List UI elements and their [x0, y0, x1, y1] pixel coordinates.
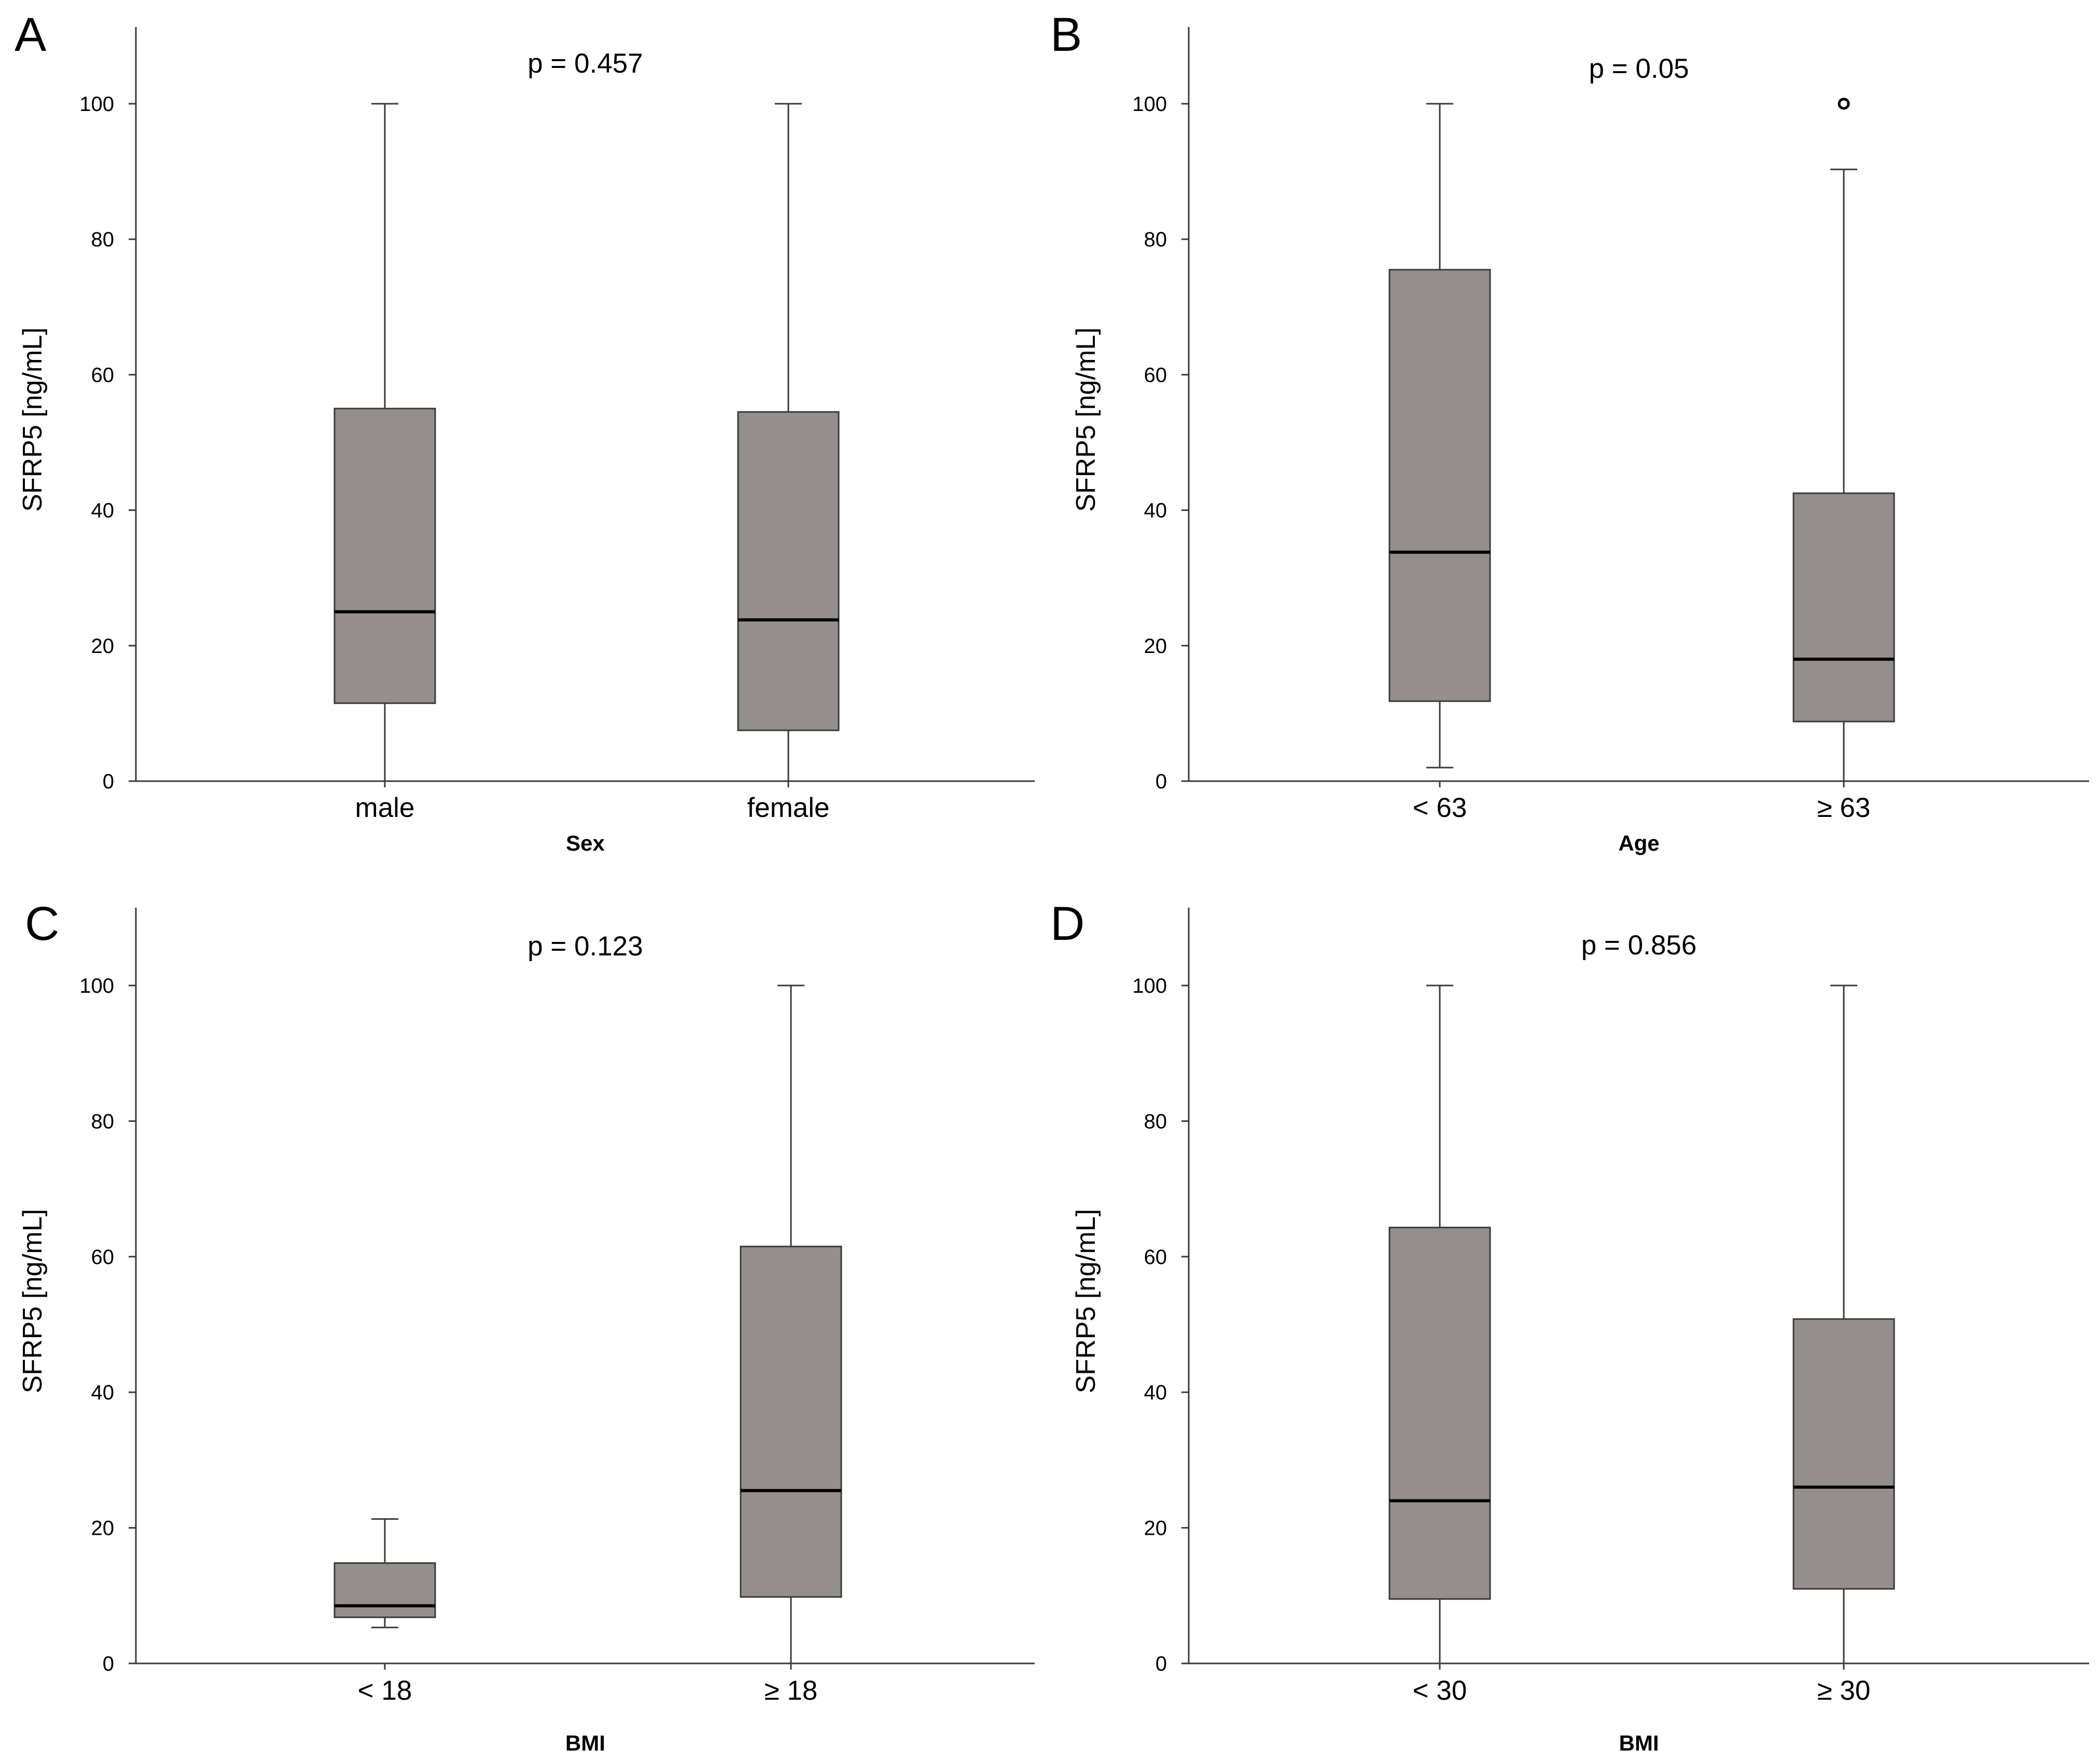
category-label: ≥ 30 [1817, 1675, 1871, 1706]
p-value-label: p = 0.05 [1589, 53, 1689, 84]
category-label: male [355, 793, 415, 823]
y-tick-label: 100 [1132, 975, 1167, 997]
y-tick-label: 20 [1144, 1517, 1167, 1540]
box-iqr [1792, 492, 1895, 723]
panel-letter: A [15, 8, 47, 61]
box-iqr [333, 408, 436, 704]
y-tick-label: 60 [91, 1246, 115, 1269]
category-label: < 30 [1413, 1675, 1467, 1706]
x-axis-title: BMI [565, 1731, 605, 1755]
y-axis-title: SFRP5 [ng/mL] [18, 1209, 48, 1393]
y-tick-label: 20 [91, 635, 115, 658]
y-tick-label: 80 [1144, 228, 1167, 251]
x-axis-title: Age [1618, 831, 1659, 855]
box-iqr [740, 1245, 842, 1598]
box-iqr [1792, 1318, 1895, 1590]
box-2: ≥ 18 [740, 984, 842, 1706]
y-tick-label: 20 [91, 1517, 115, 1540]
p-value-label: p = 0.856 [1581, 930, 1697, 961]
y-tick-label: 20 [1144, 635, 1167, 658]
panel-b: B 0 20 40 60 80 100 SFRP5 [ng/mL] p = 0.05 < 63 ≥ … [1050, 8, 2089, 855]
y-tick-label: 60 [1144, 364, 1167, 386]
box-2: ≥ 30 [1792, 984, 1895, 1706]
category-label: < 63 [1413, 793, 1467, 823]
x-axis-title: Sex [566, 831, 605, 855]
y-axis-title: SFRP5 [ng/mL] [1071, 327, 1101, 511]
y-tick-label: 40 [91, 1381, 115, 1404]
category-label: ≥ 18 [764, 1675, 818, 1706]
box-1: < 18 [333, 1518, 436, 1706]
y-tick-label: 80 [1144, 1110, 1167, 1133]
box-1: male [333, 103, 436, 823]
y-axis-title: SFRP5 [ng/mL] [1071, 1209, 1101, 1393]
box-iqr [1388, 269, 1491, 702]
p-value-label: p = 0.123 [527, 931, 643, 962]
y-tick-label: 0 [1156, 1653, 1167, 1675]
y-tick-label: 80 [91, 1110, 115, 1133]
box-iqr [1388, 1227, 1491, 1600]
panel-d: D 0 20 40 60 80 100 SFRP5 [ng/mL] p = 0.856 < 30 ≥… [1050, 897, 2089, 1755]
y-tick-label: 0 [1156, 770, 1167, 793]
box-2: ≥ 63 [1792, 98, 1895, 823]
y-tick-label: 100 [1132, 93, 1167, 116]
x-axis-title: BMI [1619, 1731, 1659, 1755]
panel-letter: C [25, 897, 59, 950]
panel-letter: D [1050, 897, 1084, 950]
box-1: < 30 [1388, 984, 1491, 1706]
y-tick-label: 40 [1144, 499, 1167, 522]
category-label: ≥ 63 [1817, 793, 1871, 823]
y-tick-label: 0 [103, 770, 114, 793]
y-tick-label: 100 [79, 93, 114, 116]
y-tick-label: 80 [91, 228, 115, 251]
p-value-label: p = 0.457 [527, 48, 643, 79]
box-iqr [737, 411, 840, 731]
y-axis-title: SFRP5 [ng/mL] [18, 327, 48, 511]
outlier-point [1838, 98, 1850, 110]
y-tick-label: 40 [91, 499, 115, 522]
y-tick-label: 60 [91, 364, 115, 386]
panel-a: A 0 20 40 60 80 100 SFRP5 [ng/mL] p = 0.457 male f… [15, 8, 1035, 855]
y-tick-label: 40 [1144, 1381, 1167, 1404]
y-tick-label: 100 [79, 975, 114, 997]
category-label: female [747, 793, 829, 823]
panel-c: C 0 20 40 60 80 100 SFRP5 [ng/mL] p = 0.123 < 18 ≥… [18, 897, 1035, 1755]
panel-letter: B [1050, 8, 1082, 61]
box-iqr [333, 1562, 436, 1618]
category-label: < 18 [358, 1675, 412, 1706]
y-tick-label: 60 [1144, 1246, 1167, 1269]
box-2: female [737, 103, 840, 823]
box-1: < 63 [1388, 103, 1491, 823]
y-tick-label: 0 [103, 1653, 114, 1675]
